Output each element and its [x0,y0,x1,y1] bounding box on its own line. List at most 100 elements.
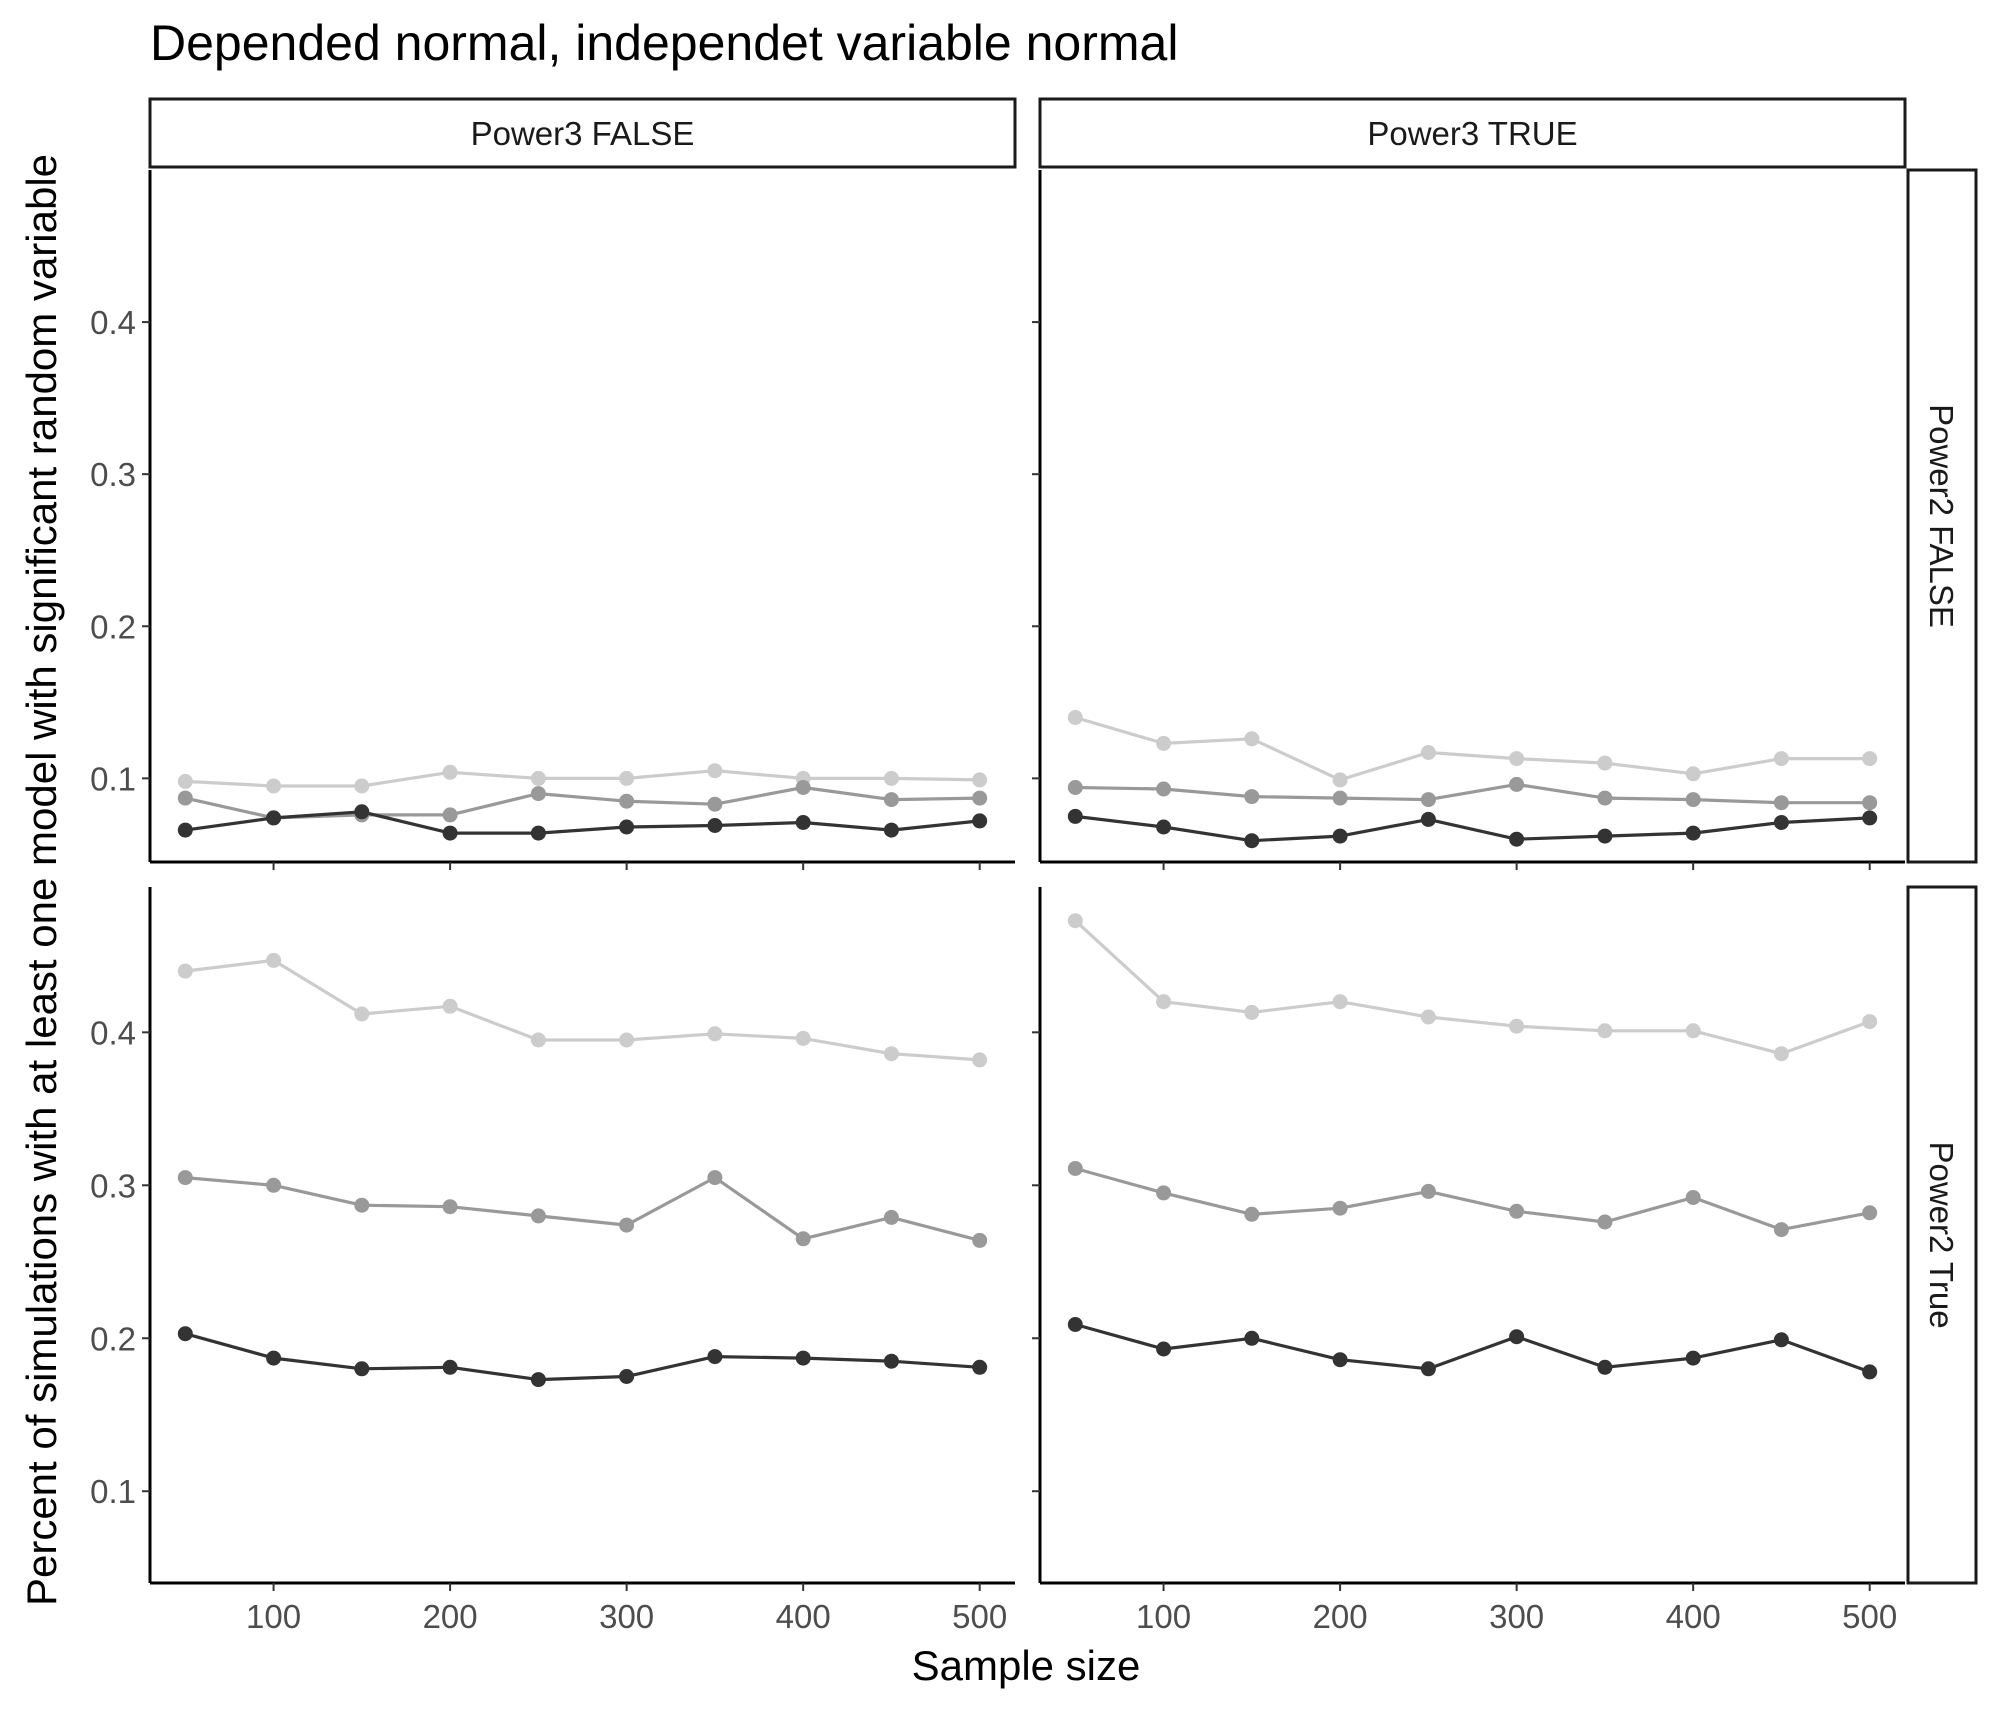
x-tick-label: 300 [599,1598,654,1635]
column-strip-box [1038,97,1907,169]
data-point [1685,792,1701,808]
data-point [354,1006,370,1022]
data-point [1420,1009,1436,1025]
data-point [266,810,282,826]
x-axis-title: Sample size [912,1642,1141,1689]
data-point [707,796,723,812]
data-point [530,825,546,841]
data-point [795,815,811,830]
data-point [1773,815,1789,830]
data-point [1685,1350,1701,1366]
data-point [1509,1018,1525,1034]
data-point [266,778,282,794]
data-point [530,1208,546,1224]
data-point [266,952,282,968]
data-point [354,1197,370,1213]
y-tick-label: 0.1 [90,760,136,797]
data-point [1156,819,1172,835]
data-point [1420,1361,1436,1377]
data-point [1067,710,1083,725]
data-point [1597,1214,1613,1230]
series-line [185,769,980,788]
data-point [530,770,546,786]
data-point [1773,1046,1789,1062]
data-point [442,807,458,823]
data-point [707,1170,723,1186]
data-point [972,1232,988,1248]
data-point [883,770,899,786]
data-point [1509,776,1525,792]
data-point [1332,1200,1348,1216]
panel: 0.1 0.2 0.3 0.4 100 200 300 400 500 [90,887,1015,1635]
data-point [619,793,635,809]
data-point [795,1030,811,1046]
data-point [1773,1222,1789,1238]
data-point [972,1359,988,1375]
data-point [1067,808,1083,824]
data-point [442,825,458,841]
series-line [185,958,980,1062]
data-point [1244,1206,1260,1222]
series-line [185,810,980,835]
data-point [1156,781,1172,797]
data-point [883,1353,899,1369]
data-point [1773,751,1789,767]
series-line [1075,814,1870,843]
data-point [1685,766,1701,782]
data-point [707,1349,723,1365]
x-tick-label: 200 [1313,1598,1368,1635]
data-point [1332,994,1348,1010]
data-point [707,818,723,833]
data-point [1420,792,1436,808]
data-point [1862,1364,1878,1380]
data-point [883,1046,899,1062]
y-tick-label: 0.4 [90,1014,136,1051]
data-point [354,778,370,794]
column-strip-label: Power3 FALSE [471,115,695,152]
series-line [1074,1166,1870,1232]
data-point [1597,790,1613,806]
data-point [972,813,988,829]
data-point [442,998,458,1014]
data-point [266,1350,282,1366]
y-tick-label: 0.3 [90,1167,136,1204]
series-line [1074,715,1870,782]
data-point [1509,1329,1525,1345]
row-strip-label: Power2 True [1923,1141,1960,1328]
data-point [1244,1004,1260,1020]
data-point [795,780,811,795]
data-point [795,1350,811,1366]
row-strip-box [1906,168,1978,864]
data-point [1509,751,1525,767]
y-tick-label: 0.2 [90,608,136,645]
data-point [619,770,635,786]
data-point [883,1209,899,1225]
data-point [1067,913,1083,929]
column-strip-box [148,97,1017,169]
data-point [1862,795,1878,811]
data-point [1420,745,1436,760]
data-point [1156,735,1172,751]
data-point [619,1032,635,1048]
data-point [1773,1332,1789,1348]
y-axis-title: Percent of simulations with at least one… [18,154,65,1606]
series-line [1074,1322,1871,1374]
row-strip-label: Power2 FALSE [1923,404,1960,628]
data-point [1332,790,1348,806]
series-line [1074,919,1871,1056]
data-point [1685,1190,1701,1205]
data-point [442,1199,458,1215]
data-point [1332,772,1348,788]
data-point [177,963,193,979]
data-point [1332,828,1348,844]
data-point [1862,1205,1878,1221]
data-point [354,804,370,820]
series-line [1075,782,1870,805]
data-point [1244,731,1260,747]
data-point [1244,789,1260,805]
data-point [1244,833,1260,849]
data-point [177,790,193,806]
data-point [707,1026,723,1042]
data-point [1509,1203,1525,1219]
